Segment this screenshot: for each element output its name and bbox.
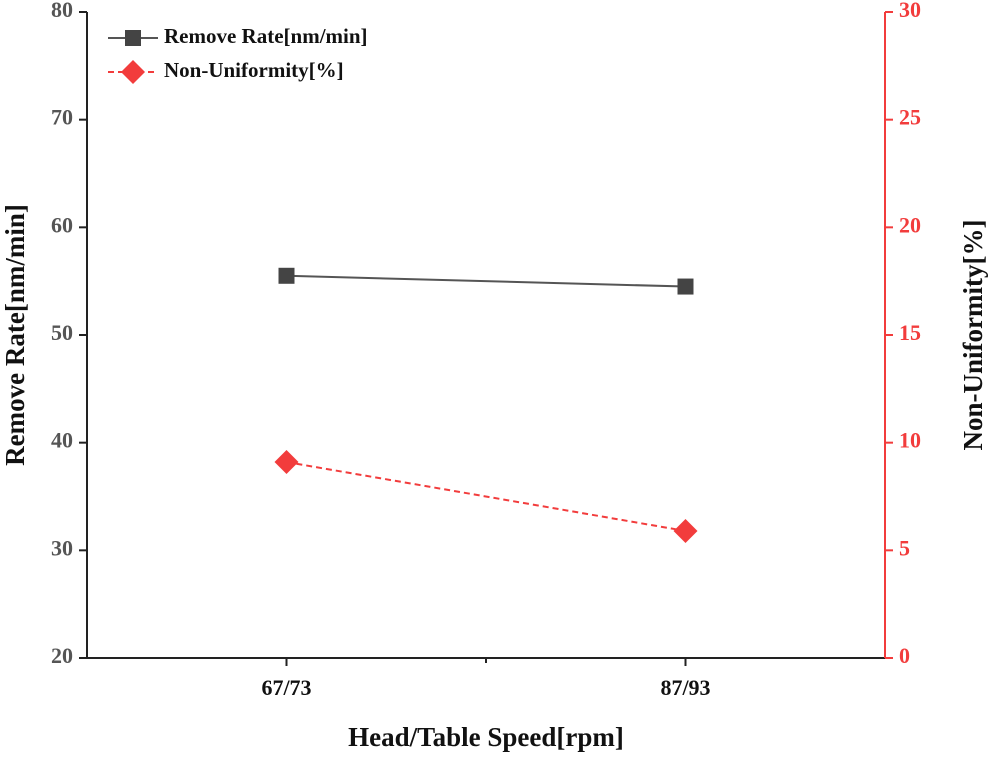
- y-tick-label: 30: [51, 535, 73, 560]
- legend-marker: [121, 60, 145, 84]
- point: [677, 278, 694, 295]
- y2-tick-label: 15: [899, 320, 921, 345]
- legend-marker: [125, 30, 141, 46]
- y2-tick-label: 30: [899, 0, 921, 22]
- y-tick-label: 70: [51, 105, 73, 130]
- series-line: [286, 274, 686, 288]
- y2-tick-label: 0: [899, 643, 910, 668]
- y2-tick-label: 5: [899, 535, 910, 560]
- y-axis-title: Remove Rate[nm/min]: [0, 204, 30, 466]
- x-tick-label: 67/73: [261, 675, 311, 700]
- y-tick-label: 40: [51, 428, 73, 453]
- y2-tick-label: 20: [899, 212, 921, 237]
- point: [274, 450, 299, 475]
- y-tick-label: 80: [51, 0, 73, 22]
- legend-label: Non-Uniformity[%]: [164, 58, 344, 82]
- point: [673, 518, 698, 543]
- x-tick-label: 87/93: [660, 675, 710, 700]
- y2-tick-label: 10: [899, 428, 921, 453]
- series-line: [286, 461, 686, 532]
- legend-label: Remove Rate[nm/min]: [164, 24, 368, 48]
- y2-tick-label: 25: [899, 105, 921, 130]
- y-tick-label: 50: [51, 320, 73, 345]
- x-axis-title: Head/Table Speed[rpm]: [348, 722, 624, 752]
- point: [278, 267, 295, 284]
- y2-axis-title: Non-Uniformity[%]: [958, 220, 988, 451]
- y-tick-label: 60: [51, 212, 73, 237]
- y-tick-label: 20: [51, 643, 73, 668]
